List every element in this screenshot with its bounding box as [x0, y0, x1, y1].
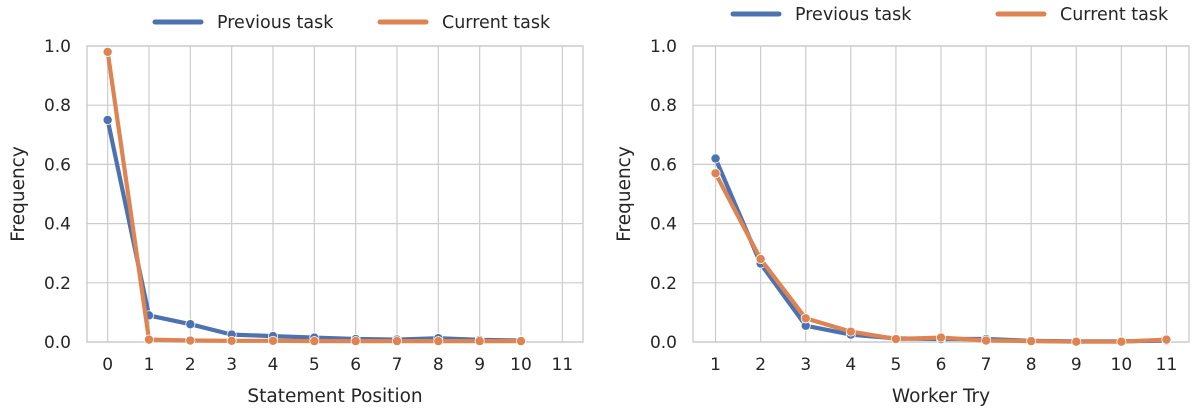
- data-point: [226, 335, 237, 346]
- y-tick-label: 0.6: [44, 155, 71, 175]
- x-tick-label: 3: [800, 355, 811, 375]
- data-point: [710, 153, 721, 164]
- data-point: [936, 332, 947, 343]
- data-point: [350, 336, 361, 347]
- data-point: [516, 336, 527, 347]
- x-tick-label: 2: [185, 355, 196, 375]
- x-tick-label: 1: [710, 355, 721, 375]
- x-tick-label: 6: [350, 355, 361, 375]
- data-point: [981, 335, 992, 346]
- y-tick-label: 0.6: [650, 155, 677, 175]
- data-point: [845, 326, 856, 337]
- plot-frame: [86, 45, 584, 343]
- x-tick-label: 9: [474, 355, 485, 375]
- x-axis-label: Worker Try: [892, 386, 990, 407]
- y-tick-label: 1.0: [650, 37, 677, 57]
- legend-label: Previous task: [217, 13, 334, 33]
- y-tick-label: 0.8: [44, 96, 71, 116]
- data-point: [1026, 336, 1037, 347]
- data-point: [391, 336, 402, 347]
- x-tick-label: 2: [755, 355, 766, 375]
- x-tick-label: 10: [1111, 355, 1133, 375]
- legend-label: Current task: [1060, 5, 1169, 25]
- legend-label: Current task: [442, 13, 551, 33]
- data-point: [890, 334, 901, 345]
- x-tick-label: 3: [226, 355, 237, 375]
- data-point: [433, 336, 444, 347]
- x-tick-label: 8: [1026, 355, 1037, 375]
- y-axis-label: Frequency: [614, 146, 635, 242]
- legend: Previous task Current task: [730, 5, 1169, 25]
- y-tick-label: 0.8: [650, 96, 677, 116]
- chart-panel-2: 1 2 3 4 5 6 7 8 9 10 11 0.0 0.2 0.4 0.6 0.8 1.0 Worker Tr…: [614, 5, 1190, 407]
- x-tick-label: 5: [309, 355, 320, 375]
- legend: Previous task Current task: [152, 13, 551, 33]
- x-tick-label: 11: [1156, 355, 1178, 375]
- data-point: [143, 334, 154, 345]
- x-tick-label: 0: [102, 355, 113, 375]
- data-point: [710, 168, 721, 179]
- x-tick-label: 8: [433, 355, 444, 375]
- chart-panel-1: 0 1 2 3 4 5 6 7 8 9 10 11 0.0 0.2 0.4 0.6 0.8 1.0 Statemen…: [8, 13, 584, 407]
- data-point: [185, 335, 196, 346]
- x-tick-label: 4: [268, 355, 279, 375]
- data-point: [800, 313, 811, 324]
- data-point: [755, 254, 766, 265]
- x-tick-label: 9: [1071, 355, 1082, 375]
- data-point: [1071, 336, 1082, 347]
- x-axis-label: Statement Position: [247, 386, 422, 407]
- y-tick-label: 0.2: [650, 274, 677, 294]
- x-tick-label: 1: [144, 355, 155, 375]
- y-tick-label: 1.0: [44, 37, 71, 57]
- data-point: [1161, 334, 1172, 345]
- x-tick-label: 4: [845, 355, 856, 375]
- data-point: [267, 335, 278, 346]
- data-point: [1116, 336, 1127, 347]
- data-point: [102, 115, 113, 126]
- y-tick-label: 0.4: [650, 215, 677, 235]
- legend-label: Previous task: [795, 5, 912, 25]
- series-2: [102, 46, 527, 347]
- y-tick-label: 0.0: [44, 333, 71, 353]
- x-tick-label: 11: [552, 355, 574, 375]
- y-axis-label: Frequency: [8, 146, 29, 242]
- data-point: [185, 319, 196, 330]
- x-tick-label: 7: [392, 355, 403, 375]
- data-point: [474, 336, 485, 347]
- data-point: [102, 46, 113, 57]
- x-tick-label: 10: [510, 355, 532, 375]
- series-2: [710, 168, 1172, 347]
- data-point: [309, 336, 320, 347]
- y-tick-label: 0.2: [44, 274, 71, 294]
- x-tick-label: 7: [981, 355, 992, 375]
- x-tick-label: 6: [936, 355, 947, 375]
- y-tick-label: 0.4: [44, 215, 71, 235]
- x-tick-label: 5: [890, 355, 901, 375]
- y-tick-label: 0.0: [650, 333, 677, 353]
